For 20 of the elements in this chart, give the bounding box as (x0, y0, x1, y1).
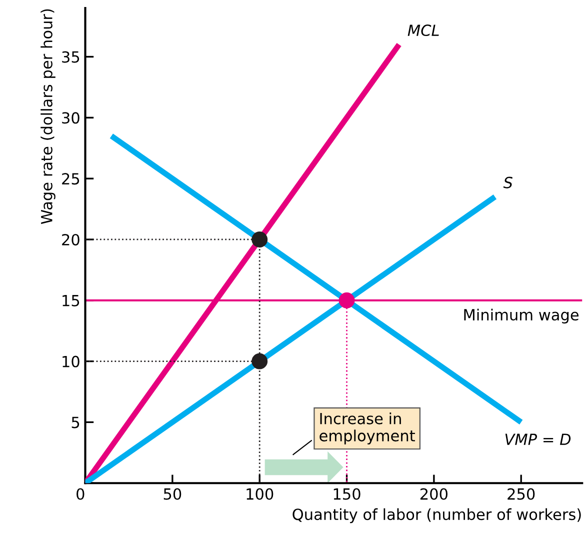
y-axis-title: Wage rate (dollars per hour) (40, 9, 56, 224)
ref-line-label: Minimum wage (464, 308, 579, 324)
series-label: S (503, 176, 512, 188)
x-tick-label: 100 (246, 488, 274, 500)
y-tick-label: 30 (62, 112, 80, 124)
y-tick-label: 25 (62, 173, 80, 185)
x-tick-label: 200 (420, 488, 448, 500)
x-tick-label: 0 (76, 488, 84, 500)
x-tick-label: 50 (164, 488, 182, 500)
series-label: VMP = D (505, 434, 571, 445)
y-tick-label: 10 (62, 356, 80, 368)
y-tick-label: 20 (62, 234, 80, 246)
x-tick-label: 250 (508, 488, 535, 500)
x-axis-title: Quantity of labor (number of workers) (292, 508, 581, 524)
y-tick-label: 35 (62, 51, 80, 63)
annotation: Increase in employment (320, 412, 415, 444)
series-label: MCL (408, 24, 439, 36)
x-tick-label: 150 (334, 488, 360, 500)
y-tick-label: 5 (72, 416, 80, 428)
y-tick-label: 15 (62, 295, 80, 306)
